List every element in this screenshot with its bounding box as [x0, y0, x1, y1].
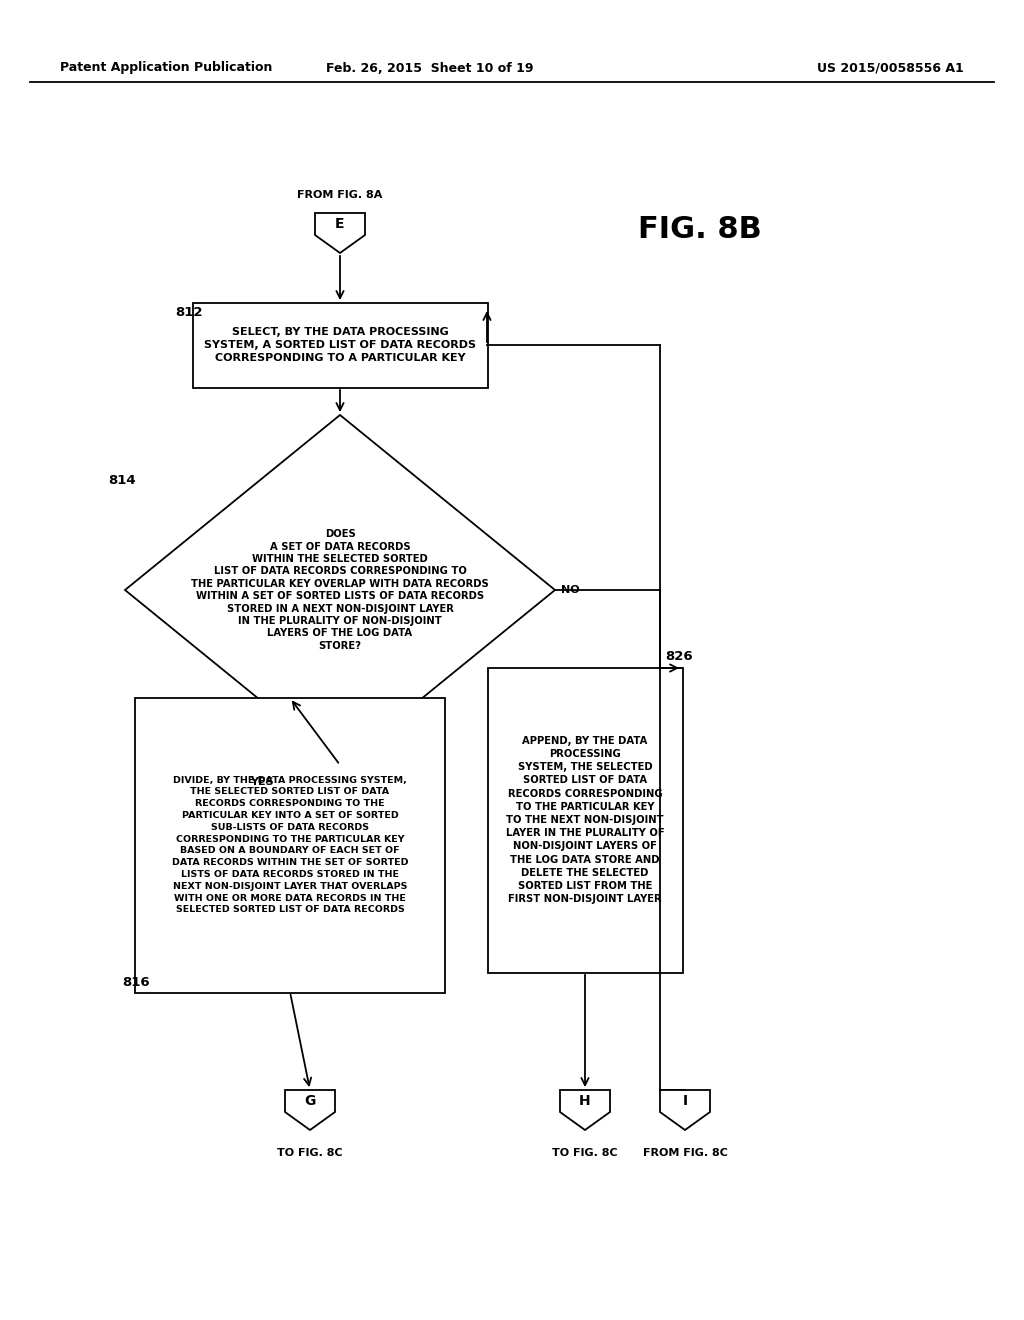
- Text: I: I: [682, 1094, 687, 1107]
- Text: 812: 812: [175, 306, 203, 319]
- Text: 816: 816: [122, 975, 150, 989]
- Polygon shape: [285, 1090, 335, 1130]
- Bar: [135, 697, 445, 993]
- Text: G: G: [304, 1094, 315, 1107]
- Polygon shape: [660, 1090, 710, 1130]
- Text: TO FIG. 8C: TO FIG. 8C: [278, 1148, 343, 1158]
- Polygon shape: [560, 1090, 610, 1130]
- Polygon shape: [125, 414, 555, 766]
- Text: SELECT, BY THE DATA PROCESSING
SYSTEM, A SORTED LIST OF DATA RECORDS
CORRESPONDI: SELECT, BY THE DATA PROCESSING SYSTEM, A…: [204, 327, 476, 363]
- Polygon shape: [315, 213, 365, 253]
- Text: FIG. 8B: FIG. 8B: [638, 215, 762, 244]
- Bar: [193, 302, 487, 388]
- Text: 826: 826: [665, 649, 692, 663]
- Text: NO: NO: [561, 585, 580, 595]
- Text: YES: YES: [250, 777, 273, 787]
- Text: APPEND, BY THE DATA
PROCESSING
SYSTEM, THE SELECTED
SORTED LIST OF DATA
RECORDS : APPEND, BY THE DATA PROCESSING SYSTEM, T…: [506, 735, 665, 904]
- Text: E: E: [335, 216, 345, 231]
- Text: FROM FIG. 8C: FROM FIG. 8C: [643, 1148, 727, 1158]
- Text: FROM FIG. 8A: FROM FIG. 8A: [297, 190, 383, 201]
- Text: 814: 814: [108, 474, 135, 487]
- Text: DOES
A SET OF DATA RECORDS
WITHIN THE SELECTED SORTED
LIST OF DATA RECORDS CORRE: DOES A SET OF DATA RECORDS WITHIN THE SE…: [191, 529, 488, 651]
- Text: DIVIDE, BY THE DATA PROCESSING SYSTEM,
THE SELECTED SORTED LIST OF DATA
RECORDS : DIVIDE, BY THE DATA PROCESSING SYSTEM, T…: [172, 776, 409, 915]
- Text: Feb. 26, 2015  Sheet 10 of 19: Feb. 26, 2015 Sheet 10 of 19: [327, 62, 534, 74]
- Text: Patent Application Publication: Patent Application Publication: [60, 62, 272, 74]
- Text: TO FIG. 8C: TO FIG. 8C: [552, 1148, 617, 1158]
- Bar: [487, 668, 683, 973]
- Text: H: H: [580, 1094, 591, 1107]
- Text: US 2015/0058556 A1: US 2015/0058556 A1: [817, 62, 964, 74]
